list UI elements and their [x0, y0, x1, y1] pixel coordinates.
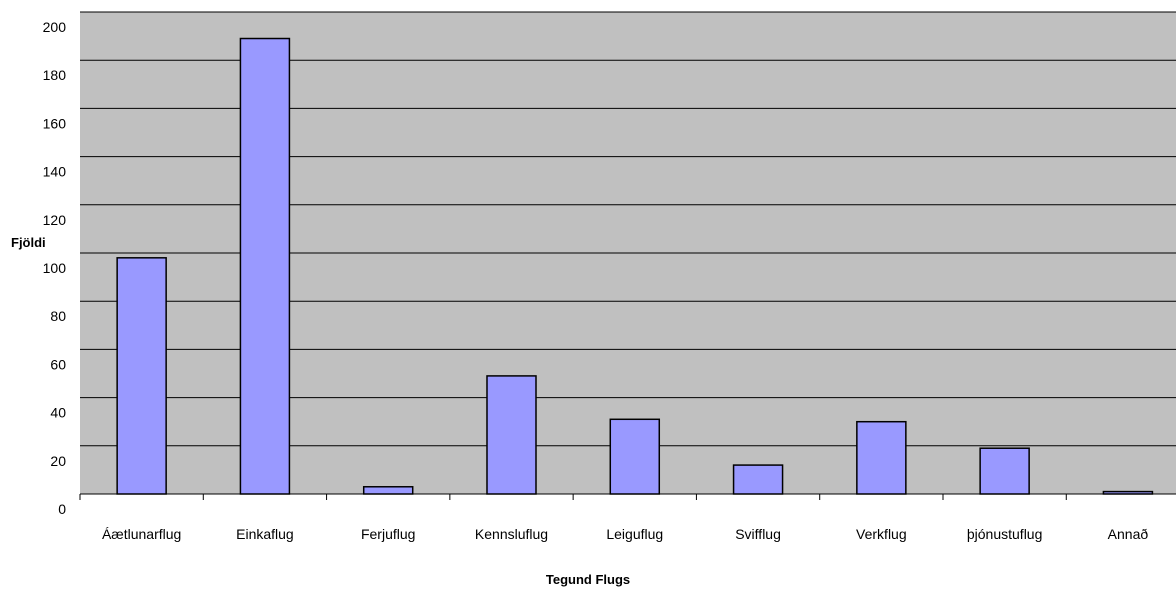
bar [734, 465, 783, 494]
bar [857, 422, 906, 494]
x-axis-title: Tegund Flugs [546, 572, 630, 587]
y-tick-label: 180 [43, 67, 67, 83]
bar [240, 39, 289, 494]
y-tick-label: 20 [50, 453, 66, 469]
y-tick-label: 60 [50, 356, 66, 372]
y-axis-title: Fjöldi [11, 235, 46, 250]
bar [364, 487, 413, 494]
x-tick-label: Ferjuflug [361, 526, 415, 542]
y-tick-label: 120 [43, 212, 67, 228]
y-tick-label: 80 [50, 308, 66, 324]
y-tick-label: 40 [50, 405, 66, 421]
y-tick-label: 200 [43, 19, 67, 35]
x-tick-marks [80, 494, 1066, 500]
x-tick-label: Einkaflug [236, 526, 294, 542]
bar [487, 376, 536, 494]
bar [610, 419, 659, 494]
y-tick-label: 160 [43, 115, 67, 131]
bar [117, 258, 166, 494]
x-tick-label: þjónustuflug [967, 526, 1043, 542]
x-tick-labels: Áætlunarflug Einkaflug Ferjuflug Kennsluflu… [102, 526, 1148, 542]
x-tick-label: Leiguflug [606, 526, 663, 542]
x-tick-label: Kennsluflug [475, 526, 548, 542]
x-tick-label: Svifflug [735, 526, 781, 542]
x-tick-label: Verkflug [856, 526, 907, 542]
y-tick-label: 100 [43, 260, 67, 276]
y-tick-labels: 0 20 40 60 80 100 120 140 160 180 200 [43, 19, 67, 517]
x-tick-label: Áætlunarflug [102, 526, 181, 542]
x-tick-label: Annað [1108, 526, 1149, 542]
bar [980, 448, 1029, 494]
y-tick-label: 0 [58, 501, 66, 517]
y-tick-label: 140 [43, 164, 67, 180]
